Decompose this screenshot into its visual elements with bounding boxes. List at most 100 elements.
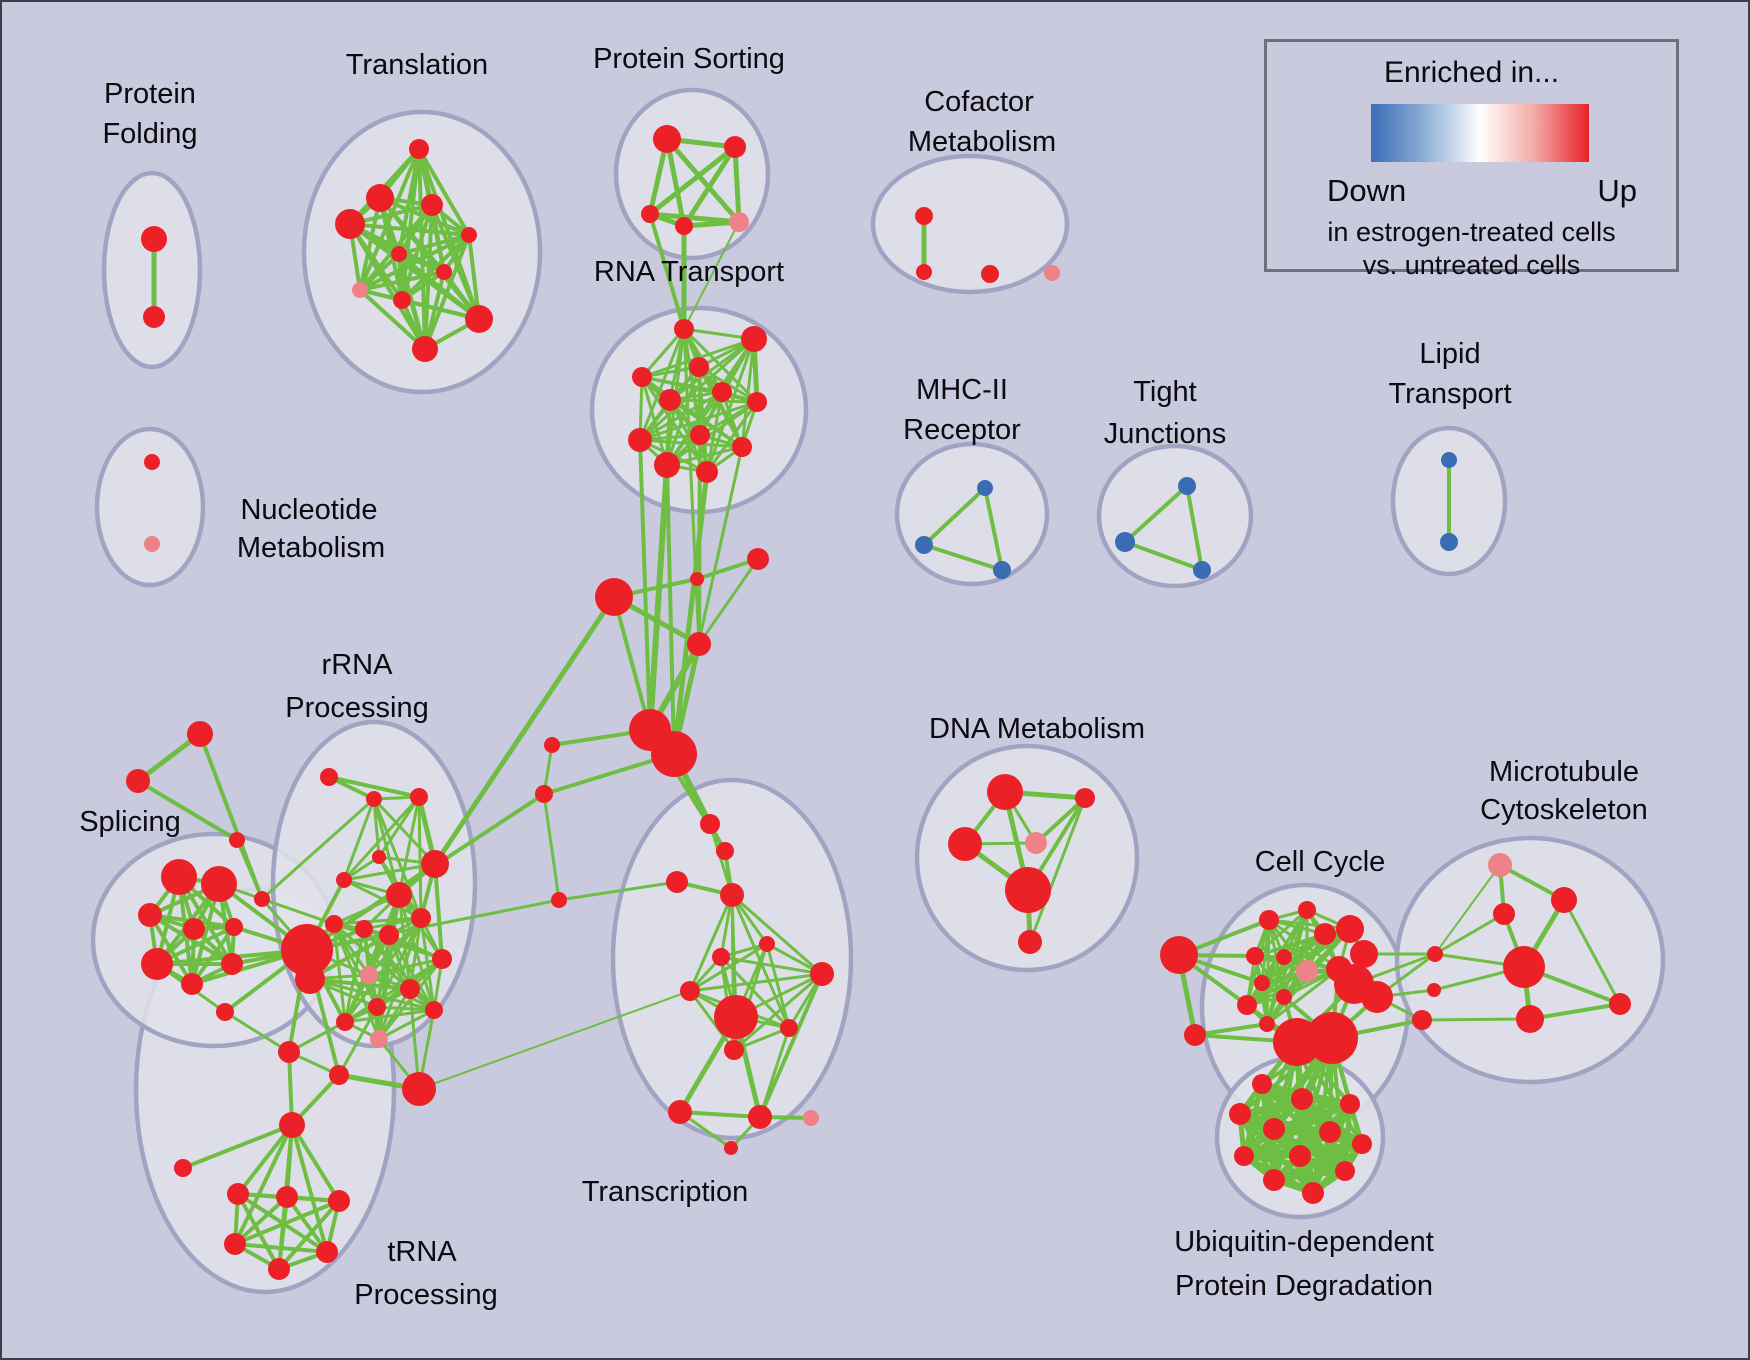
network-node: [295, 964, 325, 994]
network-node: [325, 915, 343, 933]
network-node: [1361, 981, 1393, 1013]
network-node: [1276, 989, 1292, 1005]
cluster-label: Ubiquitin-dependent: [1174, 1226, 1434, 1258]
network-node: [1314, 923, 1336, 945]
network-edge: [640, 376, 709, 473]
network-edge: [648, 213, 686, 330]
network-node: [276, 1186, 298, 1208]
network-node: [981, 265, 999, 283]
network-node: [254, 891, 270, 907]
network-edge: [758, 1027, 791, 1118]
cluster-label: Tight: [1133, 376, 1196, 408]
network-edge: [290, 1123, 341, 1203]
network-node: [1427, 946, 1443, 962]
network-edge: [359, 233, 470, 292]
network-node: [712, 382, 732, 402]
network-node: [741, 326, 767, 352]
network-node: [724, 1040, 744, 1060]
network-edge: [417, 796, 423, 919]
network-node: [729, 212, 749, 232]
network-edge: [639, 390, 723, 442]
network-node: [141, 948, 173, 980]
network-node: [780, 1019, 798, 1037]
network-edge: [1028, 797, 1087, 943]
network-edge: [337, 1006, 379, 1076]
network-node: [393, 291, 411, 309]
network-edge: [733, 972, 823, 1052]
network-node: [368, 998, 386, 1016]
cluster-label: Folding: [102, 118, 197, 150]
network-node: [278, 1041, 300, 1063]
network-edge: [349, 222, 470, 237]
network-node: [714, 995, 758, 1039]
network-edge: [1434, 864, 1501, 955]
network-node: [1018, 930, 1042, 954]
network-node: [1184, 1024, 1206, 1046]
network-edge: [342, 795, 421, 882]
network-node: [628, 428, 652, 452]
network-edge: [705, 401, 759, 473]
network-node: [360, 966, 378, 984]
network-edge: [732, 146, 742, 223]
network-edge: [234, 1199, 340, 1246]
network-edge: [689, 972, 823, 993]
network-node: [421, 194, 443, 216]
network-edge: [1562, 899, 1622, 1005]
network-node: [689, 357, 709, 377]
legend-box: Enriched in... Down Up in estrogen-treat…: [1264, 39, 1679, 280]
network-edge: [290, 1124, 329, 1253]
cluster-label: Microtubule: [1489, 756, 1639, 788]
network-node: [461, 227, 477, 243]
network-edge: [417, 147, 471, 237]
cluster-ellipse-mhc-ii-receptor: [894, 441, 1050, 587]
network-edge: [1254, 908, 1308, 958]
network-node: [595, 578, 633, 616]
network-edge: [182, 1123, 293, 1170]
network-node: [1493, 903, 1515, 925]
network-node: [1503, 946, 1545, 988]
network-node: [400, 979, 420, 999]
network-node: [227, 1183, 249, 1205]
network-node: [402, 1072, 436, 1106]
network-edge: [372, 798, 381, 858]
network-node: [366, 791, 382, 807]
network-node: [411, 908, 431, 928]
network-node: [329, 1065, 349, 1085]
network-edge: [309, 977, 411, 991]
network-edge: [679, 1110, 761, 1119]
cluster-label: Splicing: [79, 806, 181, 838]
network-edge: [640, 328, 686, 378]
cluster-label: Transport: [1388, 378, 1511, 410]
cluster-label: Transcription: [582, 1176, 749, 1208]
network-edge: [309, 933, 390, 981]
network-node: [352, 282, 368, 298]
network-edge: [348, 222, 427, 351]
network-node: [1229, 1103, 1251, 1125]
network-edge: [418, 990, 691, 1090]
network-edge: [423, 271, 446, 350]
network-node: [224, 1233, 246, 1255]
network-edge: [639, 400, 758, 442]
network-edge: [705, 338, 756, 473]
network-node: [174, 1159, 192, 1177]
network-node: [1609, 993, 1631, 1015]
network-edge: [922, 486, 987, 547]
network-edge: [740, 338, 756, 448]
network-edge: [358, 288, 427, 351]
network-node: [1306, 1012, 1358, 1064]
network-node: [268, 1258, 290, 1280]
network-node: [803, 1110, 819, 1126]
network-node: [1263, 1169, 1285, 1191]
network-node: [1289, 1145, 1311, 1167]
network-edge: [665, 464, 676, 755]
network-edge: [1266, 967, 1340, 1026]
network-node: [690, 572, 704, 586]
network-edge: [235, 839, 264, 900]
network-node: [1234, 1146, 1254, 1166]
network-node: [320, 768, 338, 786]
network-edge: [688, 894, 734, 992]
network-node: [535, 785, 553, 803]
network-edge: [328, 775, 420, 799]
network-node: [386, 882, 412, 908]
